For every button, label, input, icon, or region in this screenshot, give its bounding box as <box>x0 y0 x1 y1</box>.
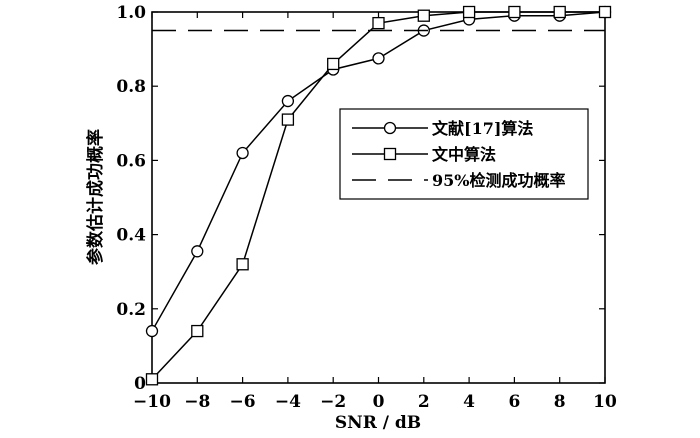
y-tick-label: 0.6 <box>116 151 146 171</box>
data-point-square <box>462 5 476 19</box>
legend-entry-3: 95%检测成功概率 <box>352 171 565 190</box>
y-axis-label: 参数估计成功概率 <box>85 129 106 265</box>
legend-entry-1: 文献[17]算法 <box>352 119 533 138</box>
legend-marker-square <box>383 147 397 161</box>
x-tick-label: −6 <box>230 392 256 412</box>
x-tick-labels: −10 −8 −6 −4 −2 0 2 4 6 8 10 <box>133 392 617 412</box>
x-axis-label: SNR / dB <box>335 413 421 433</box>
data-point-circle <box>281 94 295 108</box>
series-2 <box>145 5 612 386</box>
legend-marker-circle <box>383 121 397 135</box>
y-tick-label: 0.2 <box>116 300 146 320</box>
data-point-square <box>327 57 340 71</box>
x-tick-label: 8 <box>554 392 566 412</box>
x-tick-label: −10 <box>133 392 171 412</box>
data-point-square <box>417 9 430 22</box>
data-point-circle <box>236 146 249 160</box>
legend-entry-2: 文中算法 <box>352 145 496 164</box>
y-tick-labels: 0 0.2 0.4 0.6 0.8 1.0 <box>116 3 146 394</box>
data-point-circle <box>145 324 159 338</box>
data-point-square <box>372 16 385 30</box>
data-point-circle <box>372 52 385 65</box>
x-tick-label: 4 <box>463 392 475 412</box>
data-point-square <box>553 5 566 19</box>
data-point-square <box>598 5 612 19</box>
series-group <box>145 5 612 386</box>
y-tick-label: 1.0 <box>116 3 146 23</box>
data-point-square <box>281 113 295 126</box>
y-tick-label: 0.8 <box>116 77 146 97</box>
x-tick-label: −4 <box>275 392 301 412</box>
legend-label: 95%检测成功概率 <box>432 171 565 190</box>
data-point-square <box>236 258 249 271</box>
data-point-square <box>145 373 159 386</box>
legend-label: 文中算法 <box>432 145 496 164</box>
x-tick-label: −8 <box>184 392 210 412</box>
x-tick-label: 0 <box>373 392 385 412</box>
x-tick-label: 10 <box>593 392 617 412</box>
y-tick-label: 0 <box>134 374 146 394</box>
data-point-circle <box>191 245 204 258</box>
y-tick-label: 0.4 <box>116 226 146 246</box>
x-tick-label: 2 <box>418 392 430 412</box>
legend-label: 文献[17]算法 <box>432 119 533 138</box>
data-point-square <box>191 324 204 338</box>
data-point-square <box>508 5 521 19</box>
x-tick-label: 6 <box>508 392 520 412</box>
x-tick-label: −2 <box>320 392 346 412</box>
